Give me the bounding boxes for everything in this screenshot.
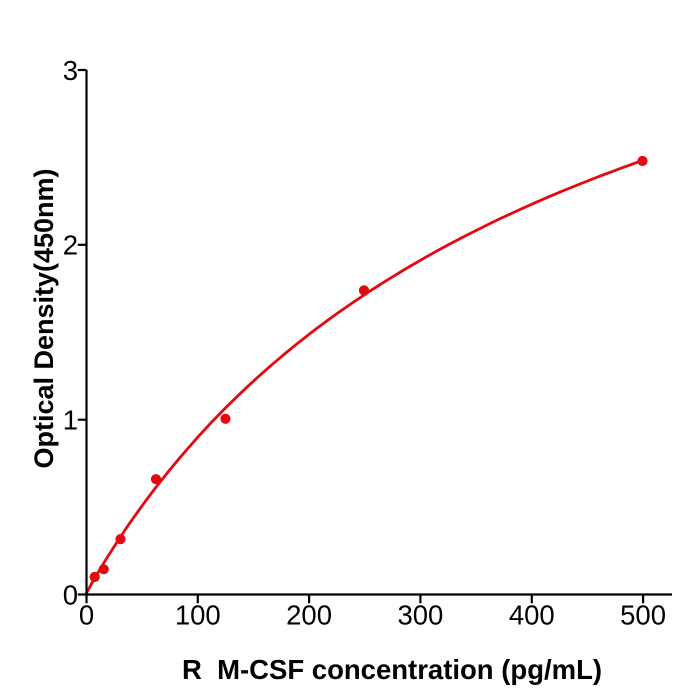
svg-text:1: 1 (63, 405, 78, 436)
svg-text:2: 2 (63, 230, 78, 261)
svg-text:0: 0 (79, 600, 94, 631)
svg-text:3: 3 (63, 55, 78, 86)
svg-text:500: 500 (620, 600, 666, 631)
svg-text:100: 100 (175, 600, 221, 631)
svg-text:400: 400 (509, 600, 555, 631)
svg-text:200: 200 (286, 600, 332, 631)
svg-text:300: 300 (397, 600, 443, 631)
svg-text:Optical Density(450nm): Optical Density(450nm) (29, 168, 59, 468)
svg-text:R M-CSF concentration (pg/mL): R M-CSF concentration (pg/mL) (182, 654, 602, 685)
svg-text:0: 0 (63, 579, 78, 610)
